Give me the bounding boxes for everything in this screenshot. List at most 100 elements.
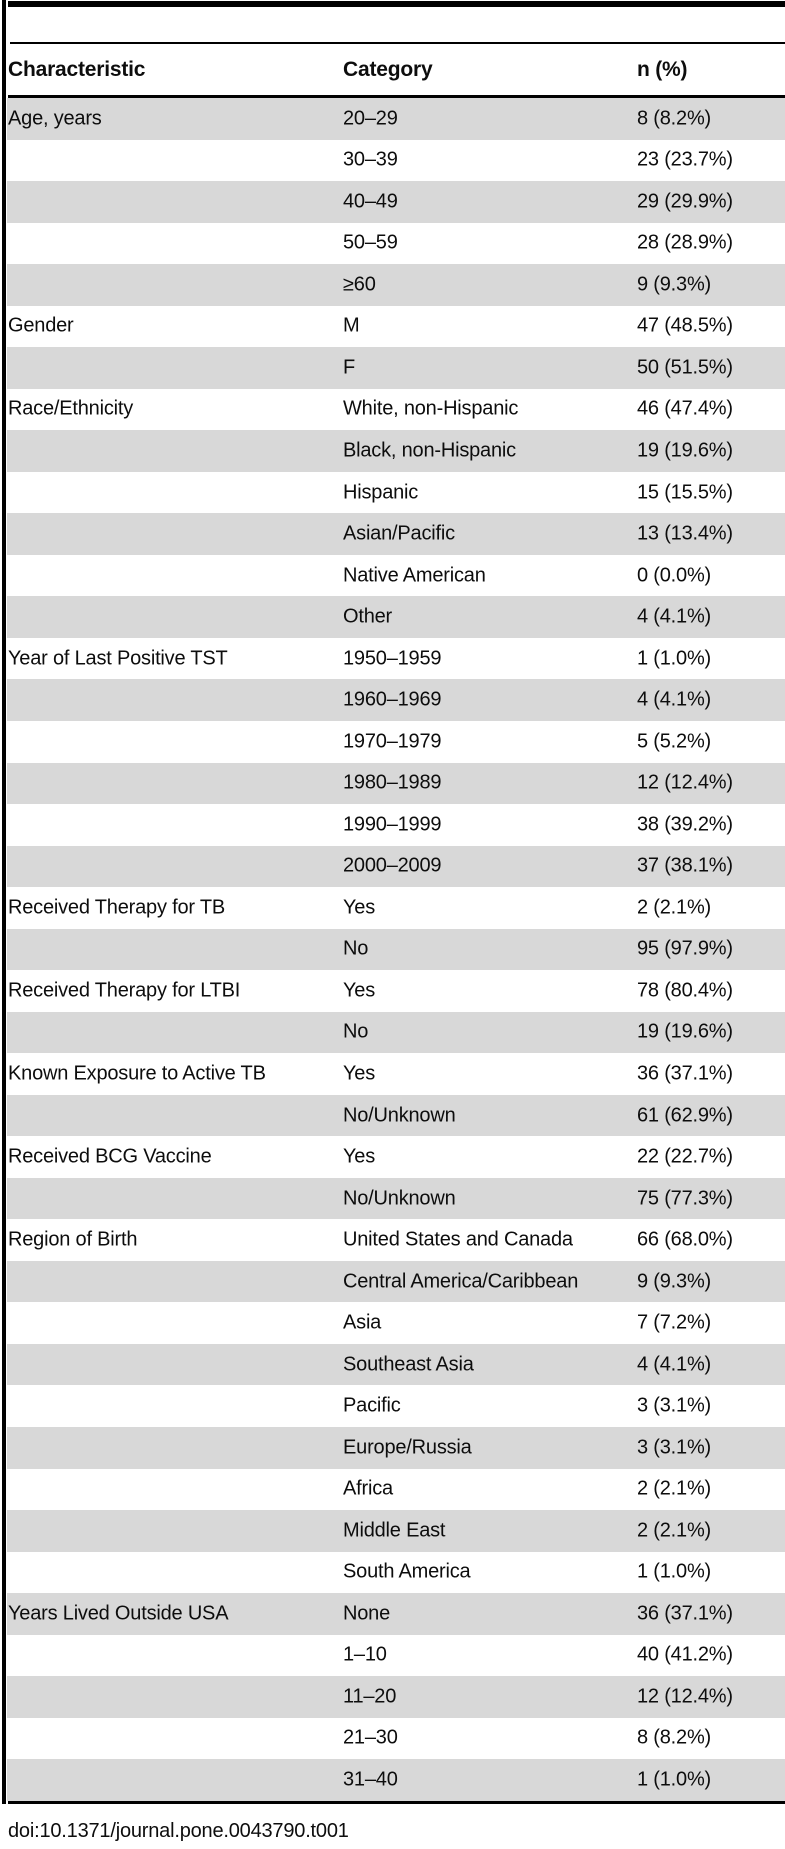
category-cell: None [343, 1602, 391, 1625]
category-cell: 50–59 [343, 231, 398, 254]
table-row: Native American 0 (0.0%) [7, 554, 785, 597]
table-row: 11–20 12 (12.4%) [7, 1676, 785, 1718]
table-row: Hispanic 15 (15.5%) [7, 471, 785, 514]
count-cell: 0 (0.0%) [637, 564, 711, 587]
characteristic-cell: Gender [8, 314, 74, 337]
table-row: Asian/Pacific 13 (13.4%) [7, 513, 785, 555]
count-cell: 2 (2.1%) [637, 1519, 711, 1542]
category-cell: Asia [343, 1311, 382, 1334]
table-row: No 19 (19.6%) [7, 1011, 785, 1054]
table-row: 21–30 8 (8.2%) [7, 1717, 785, 1760]
category-cell: 1990–1999 [343, 813, 442, 836]
count-cell: 8 (8.2%) [637, 107, 711, 130]
category-cell: South America [343, 1560, 471, 1583]
category-cell: Europe/Russia [343, 1436, 472, 1459]
count-cell: 19 (19.6%) [637, 1020, 733, 1043]
category-cell: United States and Canada [343, 1228, 573, 1251]
table-row: Southeast Asia 4 (4.1%) [7, 1343, 785, 1386]
count-cell: 37 (38.1%) [637, 854, 733, 877]
characteristic-cell: Received BCG Vaccine [8, 1145, 212, 1168]
table-row: 40–49 29 (29.9%) [7, 181, 785, 223]
table-row: 1–10 40 (41.2%) [7, 1634, 785, 1677]
count-cell: 36 (37.1%) [637, 1062, 733, 1085]
category-cell: 40–49 [343, 190, 398, 213]
table-row: Europe/Russia 3 (3.1%) [7, 1427, 785, 1469]
characteristic-cell: Race/Ethnicity [8, 397, 134, 420]
table-row: Middle East 2 (2.1%) [7, 1510, 785, 1552]
count-cell: 36 (37.1%) [637, 1602, 733, 1625]
category-cell: White, non-Hispanic [343, 397, 519, 420]
table-row: Years Lived Outside USA None 36 (37.1%) [7, 1593, 785, 1635]
table-top-thick-rule [8, 1, 785, 7]
category-cell: 31–40 [343, 1768, 398, 1791]
category-cell: No [343, 1020, 369, 1043]
count-cell: 5 (5.2%) [637, 730, 711, 753]
category-cell: 1980–1989 [343, 771, 442, 794]
category-cell: Black, non-Hispanic [343, 439, 516, 462]
characteristic-cell: Years Lived Outside USA [8, 1602, 229, 1625]
table-row: Region of Birth United States and Canada… [7, 1219, 785, 1261]
count-cell: 46 (47.4%) [637, 397, 733, 420]
count-cell: 66 (68.0%) [637, 1228, 733, 1251]
count-cell: 50 (51.5%) [637, 356, 733, 379]
table-row: Age, years 20–29 8 (8.2%) [7, 98, 785, 140]
category-cell: 2000–2009 [343, 854, 442, 877]
category-cell: Hispanic [343, 481, 419, 504]
category-cell: Yes [343, 1145, 376, 1168]
count-cell: 4 (4.1%) [637, 605, 711, 628]
category-cell: 1950–1959 [343, 647, 442, 670]
table-row: No 95 (97.9%) [7, 928, 785, 971]
count-cell: 38 (39.2%) [637, 813, 733, 836]
count-cell: 61 (62.9%) [637, 1104, 733, 1127]
count-cell: 29 (29.9%) [637, 190, 733, 213]
count-cell: 23 (23.7%) [637, 148, 733, 171]
count-cell: 47 (48.5%) [637, 314, 733, 337]
category-cell: 11–20 [343, 1685, 397, 1708]
table-row: Central America/Caribbean 9 (9.3%) [7, 1260, 785, 1303]
category-cell: Pacific [343, 1394, 401, 1417]
category-cell: 1970–1979 [343, 730, 442, 753]
category-cell: No/Unknown [343, 1104, 456, 1127]
category-cell: Southeast Asia [343, 1353, 474, 1376]
column-header-characteristic: Characteristic [8, 57, 146, 81]
table-row: F 50 (51.5%) [7, 347, 785, 389]
category-cell: Yes [343, 979, 376, 1002]
table-row: Received Therapy for TB Yes 2 (2.1%) [7, 887, 785, 929]
table-row: Other 4 (4.1%) [7, 596, 785, 638]
category-cell: 21–30 [343, 1726, 398, 1749]
category-cell: F [343, 356, 356, 379]
category-cell: ≥60 [343, 273, 376, 296]
table-row: Gender M 47 (48.5%) [7, 305, 785, 348]
table-header-bottom-rule [8, 95, 785, 98]
table-row: Pacific 3 (3.1%) [7, 1385, 785, 1427]
characteristic-cell: Age, years [8, 107, 102, 130]
count-cell: 2 (2.1%) [637, 896, 711, 919]
category-cell: Africa [343, 1477, 393, 1500]
count-cell: 40 (41.2%) [637, 1643, 733, 1666]
category-cell: No [343, 937, 369, 960]
count-cell: 2 (2.1%) [637, 1477, 711, 1500]
category-cell: 1–10 [343, 1643, 387, 1666]
count-cell: 9 (9.3%) [637, 273, 711, 296]
table-row: Year of Last Positive TST 1950–1959 1 (1… [7, 637, 785, 680]
table-row: 2000–2009 37 (38.1%) [7, 845, 785, 888]
category-cell: No/Unknown [343, 1187, 456, 1210]
column-header-category: Category [343, 57, 433, 81]
count-cell: 4 (4.1%) [637, 1353, 711, 1376]
table-row: 1980–1989 12 (12.4%) [7, 762, 785, 805]
count-cell: 1 (1.0%) [637, 1768, 711, 1791]
count-cell: 19 (19.6%) [637, 439, 733, 462]
count-cell: 22 (22.7%) [637, 1145, 733, 1168]
characteristic-cell: Received Therapy for TB [8, 896, 225, 919]
table-row: 50–59 28 (28.9%) [7, 222, 785, 265]
count-cell: 15 (15.5%) [637, 481, 733, 504]
table-row: Received Therapy for LTBI Yes 78 (80.4%) [7, 970, 785, 1012]
category-cell: Other [343, 605, 393, 628]
table-row: 30–39 23 (23.7%) [7, 139, 785, 182]
count-cell: 13 (13.4%) [637, 522, 733, 545]
table-row: Received BCG Vaccine Yes 22 (22.7%) [7, 1136, 785, 1178]
count-cell: 12 (12.4%) [637, 1685, 733, 1708]
category-cell: Middle East [343, 1519, 446, 1542]
table-header-top-rule [10, 42, 785, 44]
